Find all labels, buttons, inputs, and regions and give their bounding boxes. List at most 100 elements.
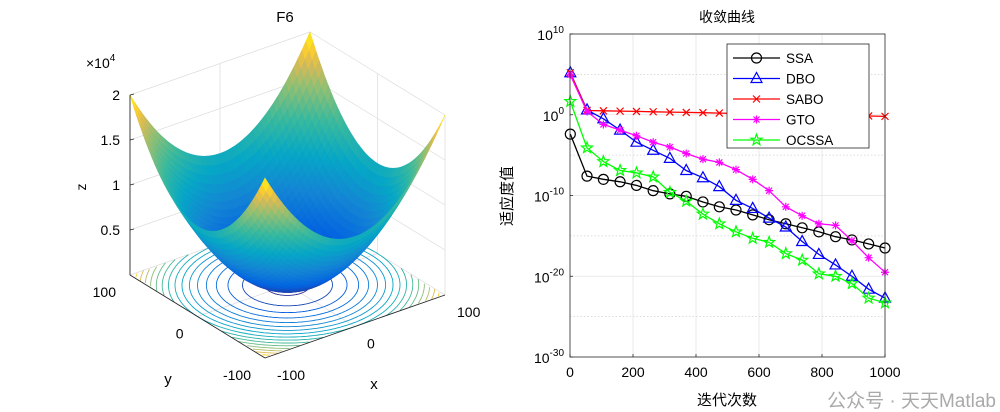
contour-line [409,278,420,308]
y-tick-base: 10 [534,350,550,366]
data-point-ssa [713,201,725,213]
data-point-dbo [663,151,677,163]
y-tick-exponent: -20 [550,267,565,278]
data-point-gto [847,236,856,245]
contour-line [431,288,436,300]
y-tick-label: 0 [176,326,184,342]
legend-entry-dbo: DBO [733,71,815,87]
series-ocssa [563,93,893,310]
data-point-ocssa [612,162,628,177]
z-axis-label: z [73,184,89,191]
legend-marker [752,95,761,103]
x-tick-label: 1000 [869,364,900,380]
data-point-ocssa [645,169,661,184]
data-point-ocssa [844,275,860,290]
data-point-ssa [846,234,858,246]
data-point-ocssa [662,184,678,199]
y-tick-label: 10-30 [534,348,564,366]
data-point-ssa [763,214,775,226]
surface-mesh [129,31,446,293]
legend-label: OCSSA [786,133,833,148]
data-point-gto [583,107,592,116]
y-tick-base: 10 [543,108,559,124]
y-tick-exponent: -10 [550,187,565,198]
y-tick-label: 10-10 [534,187,564,205]
legend-marker [750,52,763,64]
y-axis-line [129,274,266,359]
legend-entry-gto: GTO [733,113,815,128]
data-point-gto [864,253,873,262]
data-point-sabo [665,108,674,117]
z-tick-mark [129,228,135,231]
y-tick-exponent: -30 [550,348,565,359]
data-point-sabo [649,107,658,116]
y-axis-label-fitness: 适应度值 [498,166,516,226]
data-point-gto [781,202,790,211]
legend-entry-sabo: SABO [733,92,824,107]
legend-label: SSA [786,51,813,66]
data-point-gto [599,120,608,129]
x-tick-label: 400 [684,364,708,380]
legend-label: GTO [786,113,815,128]
data-point-ocssa [811,266,827,280]
data-point-ocssa [679,193,694,208]
data-point-gto [698,155,707,164]
y-tick-exponent: 10 [553,25,565,36]
data-point-ssa [796,222,808,234]
z-exponent-base: ×10 [86,55,110,71]
data-point-ocssa [712,216,727,230]
data-point-sabo [699,108,707,117]
data-point-dbo [712,179,726,192]
x-axis-label: x [370,376,378,393]
data-point-ocssa [778,246,793,260]
y-tick-label: 10-20 [534,267,564,285]
convergence-plot: 0 200 400 600 800 1000101010010-1010-2010-30 … [498,9,901,409]
data-point-ssa [597,173,609,185]
data-point-dbo [762,210,776,223]
contour-line [221,330,324,341]
data-point-ocssa [728,224,744,238]
y-tick-base: 10 [537,27,553,43]
data-point-dbo [845,269,859,281]
x-tick-label: 100 [457,304,481,320]
data-point-ssa [581,170,593,182]
z-tick-label: 0.5 [101,222,121,238]
data-point-gto [682,149,691,158]
contour-line [150,266,158,287]
z-tick-label: 1.5 [101,132,121,148]
series-line-ssa [569,133,886,249]
contour-line [239,341,300,347]
data-point-ocssa [828,268,843,283]
data-point-ssa [863,238,875,250]
data-point-ocssa [861,290,876,305]
y-tick-label: 100 [543,106,565,124]
contour-line [161,259,176,296]
data-point-dbo [746,201,760,214]
data-point-ocssa [579,140,595,154]
series-gto [566,70,889,277]
data-point-sabo [682,108,691,117]
data-point-dbo [795,234,809,247]
contour-line [167,254,189,303]
contour-line [135,273,138,278]
contour-line [417,283,425,304]
surface-tick-labels: 0.5 1 1.5 2 -100 0 100 -100 0 100 [93,87,481,383]
legend: SSA DBO SABO GTO OCSSA [726,43,870,149]
data-point-dbo [729,193,743,205]
surface-title: F6 [276,9,294,26]
data-point-sabo [632,107,641,116]
y-tick-base: 10 [534,269,550,285]
y-tick-label: -100 [223,367,251,383]
data-point-ocssa [695,206,711,221]
surface-plot: F6 ×104 z y x 0.5 1 1.5 2 -100 0 100 -100 0 100 [73,9,481,393]
x-tick-label: 800 [810,364,834,380]
data-point-gto [732,165,741,174]
legend-label: SABO [786,92,824,107]
x-axis-line [264,294,446,359]
legend-entry-ocssa: OCSSA [733,132,833,148]
data-point-ssa [614,176,626,188]
data-point-ssa [647,185,659,197]
data-point-dbo [779,219,793,232]
data-point-gto [649,138,658,147]
